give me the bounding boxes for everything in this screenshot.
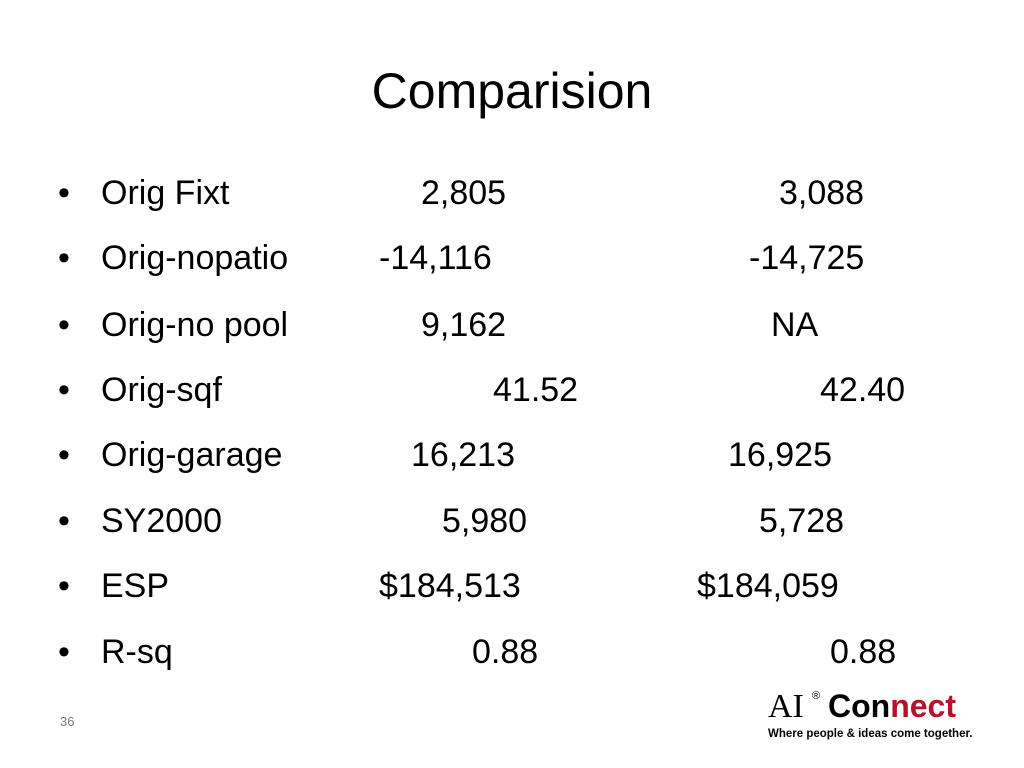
value-1: 9,162	[421, 306, 507, 344]
value-1: -14,116	[379, 239, 492, 277]
row-label: Orig-no pool	[101, 306, 289, 344]
bullet-dot: •	[58, 567, 70, 605]
value-2: 16,925	[728, 436, 832, 474]
row-label: Orig-nopatio	[101, 239, 289, 277]
logo-tagline: Where people & ideas come together.	[768, 728, 973, 740]
bullet-row: • Orig-no pool 9,162 NA	[0, 303, 1024, 347]
row-label: Orig-garage	[101, 436, 283, 474]
bullet-dot: •	[58, 239, 70, 277]
bullet-row: • Orig-sqf 41.52 42.40	[0, 368, 1024, 412]
value-1: 16,213	[411, 436, 515, 474]
value-2: 42.40	[820, 371, 906, 409]
bullet-row: • Orig-garage 16,213 16,925	[0, 433, 1024, 477]
logo-registered: ®	[812, 690, 821, 702]
value-2: NA	[771, 306, 819, 344]
bullet-row: • Orig-nopatio -14,116 -14,725	[0, 236, 1024, 280]
row-label: SY2000	[101, 502, 222, 540]
bullet-row: • Orig Fixt 2,805 3,088	[0, 171, 1024, 215]
value-1: 5,980	[442, 502, 528, 540]
value-1: $184,513	[379, 567, 521, 605]
value-2: 5,728	[759, 502, 845, 540]
logo-con: Con	[828, 688, 891, 724]
bullet-dot: •	[58, 174, 70, 212]
slide-title: Comparision	[371, 63, 653, 119]
value-2: -14,725	[749, 239, 865, 277]
bullet-dot: •	[58, 633, 70, 671]
value-1: 41.52	[493, 371, 579, 409]
logo: AI ® Connect Where people & ideas come t…	[768, 688, 1008, 748]
value-2: 3,088	[779, 174, 865, 212]
bullet-dot: •	[58, 436, 70, 474]
value-1: 0.88	[472, 633, 539, 671]
logo-nect: nect	[890, 688, 956, 724]
bullet-row: • SY2000 5,980 5,728	[0, 499, 1024, 543]
row-label: ESP	[101, 567, 170, 605]
row-label: Orig Fixt	[101, 174, 230, 212]
bullet-dot: •	[58, 502, 70, 540]
value-2: 0.88	[830, 633, 897, 671]
value-1: 2,805	[421, 174, 507, 212]
bullet-dot: •	[58, 371, 70, 409]
logo-ai: AI	[768, 688, 804, 725]
row-label: R-sq	[101, 633, 173, 671]
page-number: 36	[60, 714, 75, 729]
value-2: $184,059	[697, 567, 839, 605]
bullet-row: • ESP $184,513 $184,059	[0, 564, 1024, 608]
bullet-row: • R-sq 0.88 0.88	[0, 630, 1024, 674]
logo-connect: Connect	[828, 688, 956, 725]
row-label: Orig-sqf	[101, 371, 222, 409]
bullet-dot: •	[58, 306, 70, 344]
